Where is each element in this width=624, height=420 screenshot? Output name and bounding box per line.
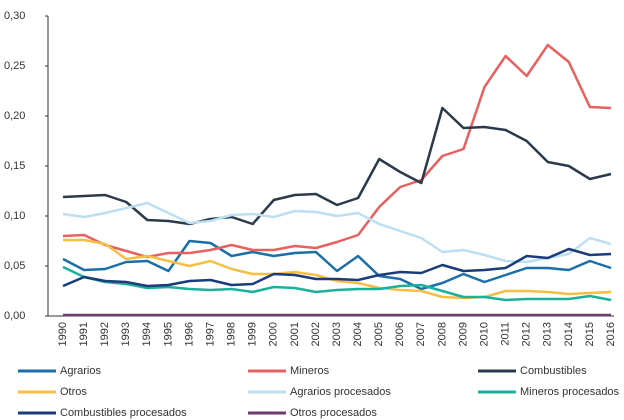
x-tick-label: 1998 bbox=[226, 322, 238, 346]
legend-label: Agrarios procesados bbox=[290, 386, 391, 398]
legend-label: Otros bbox=[60, 386, 87, 398]
x-tick-label: 2000 bbox=[268, 322, 280, 346]
x-tick-label: 2009 bbox=[457, 322, 469, 346]
x-tick-label: 2008 bbox=[436, 322, 448, 346]
x-tick-label: 1993 bbox=[120, 322, 132, 346]
legend-label: Mineros bbox=[290, 365, 330, 377]
x-tick-label: 2005 bbox=[373, 322, 385, 346]
x-tick-label: 2002 bbox=[310, 322, 322, 346]
x-tick-label: 2004 bbox=[352, 322, 364, 346]
y-tick-label: 0,00 bbox=[4, 310, 25, 322]
x-tick-label: 2011 bbox=[500, 322, 512, 346]
legend-label: Combustibles bbox=[520, 365, 587, 377]
series-line bbox=[62, 201, 612, 264]
x-tick-label: 2010 bbox=[478, 322, 490, 346]
series-line bbox=[62, 265, 612, 302]
x-tick-label: 1991 bbox=[78, 322, 90, 346]
x-tick-label: 2015 bbox=[584, 322, 596, 346]
legend-label: Otros procesados bbox=[290, 407, 377, 419]
x-tick-label: 1994 bbox=[141, 322, 153, 346]
x-tick-label: 2007 bbox=[415, 322, 427, 346]
y-tick-label: 0,20 bbox=[4, 110, 25, 122]
y-tick-label: 0,30 bbox=[4, 10, 25, 22]
x-tick-label: 2016 bbox=[605, 322, 617, 346]
series-line bbox=[62, 106, 612, 226]
x-tick-label: 1995 bbox=[162, 322, 174, 346]
series-line bbox=[62, 43, 612, 259]
x-tick-label: 2001 bbox=[289, 322, 301, 346]
x-tick-label: 2012 bbox=[521, 322, 533, 346]
x-tick-label: 1990 bbox=[57, 322, 69, 346]
series-line bbox=[62, 247, 612, 288]
y-tick-label: 0,10 bbox=[4, 210, 25, 222]
x-tick-label: 1992 bbox=[99, 322, 111, 346]
x-tick-label: 2006 bbox=[394, 322, 406, 346]
y-tick-label: 0,25 bbox=[4, 60, 25, 72]
legend-label: Agrarios bbox=[60, 365, 101, 377]
x-tick-label: 1996 bbox=[183, 322, 195, 346]
legend-label: Mineros procesados bbox=[520, 386, 620, 398]
x-tick-label: 2003 bbox=[331, 322, 343, 346]
y-tick-label: 0,05 bbox=[4, 260, 25, 272]
x-tick-label: 1997 bbox=[204, 322, 216, 346]
series-line bbox=[63, 238, 612, 300]
series-line bbox=[62, 239, 612, 291]
legend-label: Combustibles procesados bbox=[60, 407, 187, 419]
x-tick-label: 2013 bbox=[542, 322, 554, 346]
y-tick-label: 0,15 bbox=[4, 160, 25, 172]
x-tick-label: 1999 bbox=[247, 322, 259, 346]
x-tick-label: 2014 bbox=[563, 322, 575, 346]
